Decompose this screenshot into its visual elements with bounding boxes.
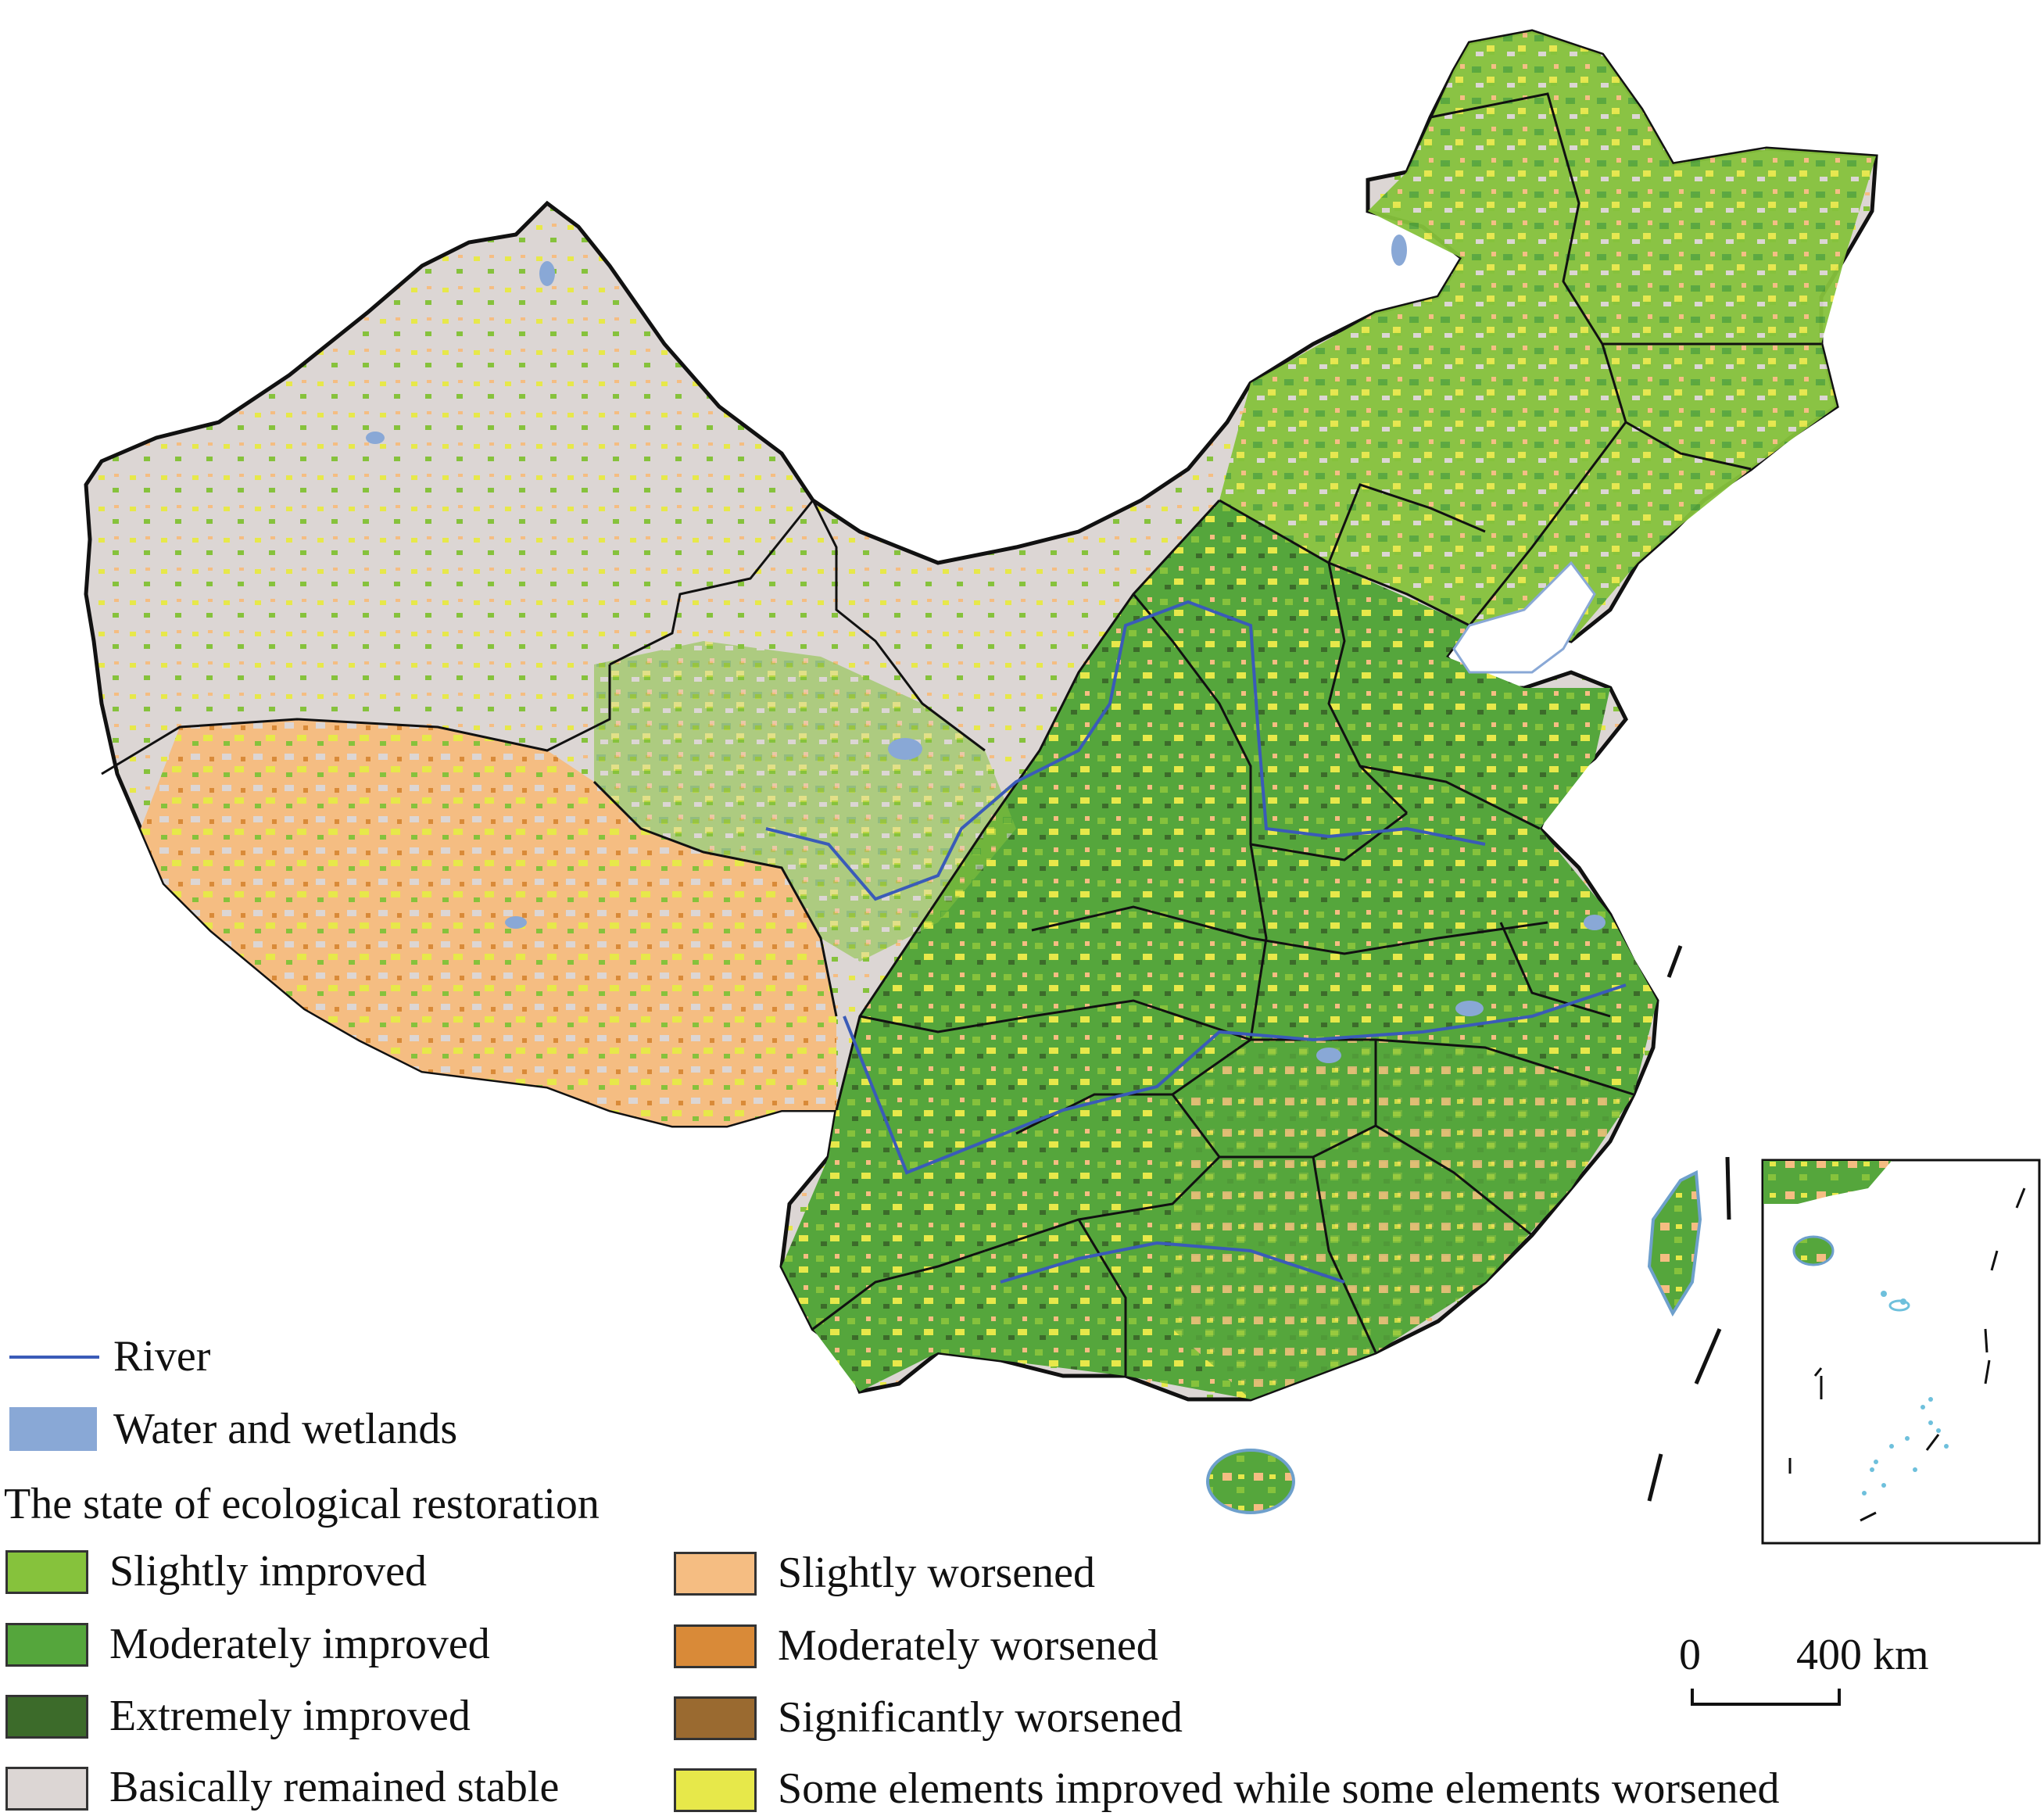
bohai-sea	[1452, 561, 1596, 674]
legend-river-label: River	[113, 1332, 211, 1381]
northeast-region	[1219, 31, 1876, 641]
scale-end-label: 400 km	[1796, 1631, 1929, 1679]
tibet-region	[141, 719, 836, 1126]
legend-label-extremely-improved: Extremely improved	[109, 1692, 471, 1740]
swatch-moderately-worsened	[674, 1624, 757, 1668]
legend-label-stable: Basically remained stable	[109, 1763, 560, 1811]
river-line-swatch	[9, 1356, 99, 1359]
swatch-mixed	[674, 1768, 757, 1812]
swatch-extremely-improved	[5, 1695, 88, 1739]
legend-label-moderately-worsened: Moderately worsened	[778, 1621, 1158, 1670]
scale-start-label: 0	[1679, 1631, 1701, 1679]
rivers	[765, 600, 1627, 1284]
south-china-sea-inset	[1761, 1159, 2041, 1545]
scale-bar-line	[1691, 1689, 1841, 1706]
water-swatch	[9, 1407, 97, 1451]
legend-label-moderately-improved: Moderately improved	[109, 1620, 490, 1668]
swatch-slightly-improved	[5, 1550, 88, 1594]
qinghai-region	[594, 641, 1016, 962]
legend-label-mixed: Some elements improved while some elemen…	[778, 1764, 1780, 1813]
swatch-slightly-worsened	[674, 1552, 757, 1596]
water-bodies	[366, 235, 1605, 1063]
legend-label-slightly-improved: Slightly improved	[109, 1547, 427, 1596]
swatch-stable	[5, 1767, 88, 1811]
legend-label-significantly-worsened: Significantly worsened	[778, 1693, 1183, 1742]
taiwan-island	[1647, 1169, 1702, 1317]
hainan-island	[1206, 1449, 1295, 1514]
legend-water-label: Water and wetlands	[113, 1405, 458, 1453]
legend-title: The state of ecological restoration	[4, 1480, 600, 1528]
swatch-moderately-improved	[5, 1623, 88, 1667]
swatch-significantly-worsened	[674, 1696, 757, 1740]
southern-region	[1172, 1040, 1634, 1399]
province-boundaries	[101, 92, 1821, 1376]
maritime-boundary	[1647, 945, 1731, 1502]
legend-label-slightly-worsened: Slightly worsened	[778, 1549, 1095, 1597]
